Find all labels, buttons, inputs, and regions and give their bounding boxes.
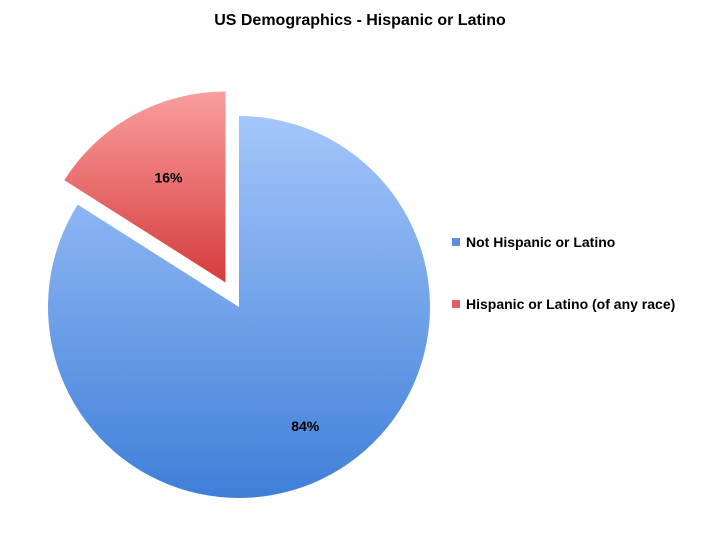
legend-swatch-hispanic xyxy=(452,300,460,308)
legend: Not Hispanic or Latino Hispanic or Latin… xyxy=(452,232,675,356)
legend-item-hispanic[interactable]: Hispanic or Latino (of any race) xyxy=(452,294,675,314)
chart-title: US Demographics - Hispanic or Latino xyxy=(214,12,506,29)
slice-label-not-hispanic-or-latino: 84% xyxy=(291,418,320,434)
legend-label-hispanic: Hispanic or Latino (of any race) xyxy=(466,296,676,312)
pie-slice-hispanic-or-latino-of-any-race[interactable] xyxy=(64,91,226,283)
legend-label-not-hispanic: Not Hispanic or Latino xyxy=(466,234,616,250)
slice-label-hispanic-or-latino-of-any-race: 16% xyxy=(154,169,183,185)
pie-slice-not-hispanic-or-latino[interactable] xyxy=(47,116,430,499)
legend-item-not-hispanic[interactable]: Not Hispanic or Latino xyxy=(452,232,675,252)
legend-swatch-not-hispanic xyxy=(452,238,460,246)
